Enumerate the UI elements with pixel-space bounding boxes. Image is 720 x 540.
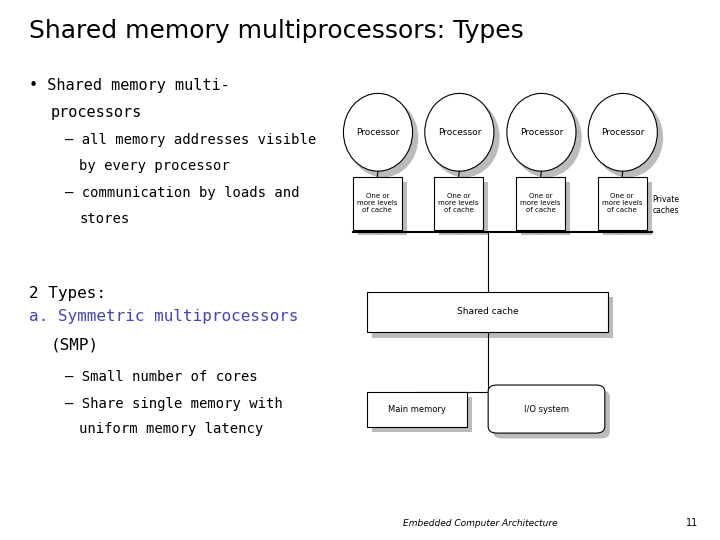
FancyBboxPatch shape bbox=[493, 390, 610, 438]
Text: by every processor: by every processor bbox=[79, 159, 230, 173]
FancyBboxPatch shape bbox=[353, 177, 402, 230]
FancyBboxPatch shape bbox=[516, 177, 565, 230]
Text: – all memory addresses visible: – all memory addresses visible bbox=[65, 133, 316, 147]
Text: Processor: Processor bbox=[356, 128, 400, 137]
Text: One or
more levels
of cache: One or more levels of cache bbox=[357, 193, 397, 213]
FancyBboxPatch shape bbox=[603, 182, 652, 235]
Text: – Small number of cores: – Small number of cores bbox=[65, 370, 258, 384]
FancyBboxPatch shape bbox=[521, 182, 570, 235]
Ellipse shape bbox=[343, 93, 413, 171]
FancyBboxPatch shape bbox=[372, 397, 472, 432]
Ellipse shape bbox=[507, 93, 576, 171]
Text: Private
caches: Private caches bbox=[652, 195, 680, 215]
Text: stores: stores bbox=[79, 212, 130, 226]
Text: processors: processors bbox=[50, 105, 142, 120]
FancyBboxPatch shape bbox=[358, 182, 407, 235]
Text: 2 Types:: 2 Types: bbox=[29, 286, 106, 301]
FancyBboxPatch shape bbox=[598, 177, 647, 230]
Ellipse shape bbox=[430, 99, 499, 177]
Ellipse shape bbox=[588, 93, 657, 171]
FancyBboxPatch shape bbox=[439, 182, 488, 235]
FancyBboxPatch shape bbox=[367, 292, 608, 332]
FancyBboxPatch shape bbox=[367, 392, 467, 427]
Text: Processor: Processor bbox=[601, 128, 644, 137]
Text: One or
more levels
of cache: One or more levels of cache bbox=[438, 193, 479, 213]
Text: – communication by loads and: – communication by loads and bbox=[65, 186, 300, 200]
Text: One or
more levels
of cache: One or more levels of cache bbox=[602, 193, 642, 213]
FancyBboxPatch shape bbox=[488, 385, 605, 433]
Text: (SMP): (SMP) bbox=[50, 338, 99, 353]
Text: Processor: Processor bbox=[438, 128, 481, 137]
Ellipse shape bbox=[425, 93, 494, 171]
Text: Embedded Computer Architecture: Embedded Computer Architecture bbox=[403, 519, 558, 528]
Text: I/O system: I/O system bbox=[524, 404, 569, 414]
Text: – Share single memory with: – Share single memory with bbox=[65, 397, 282, 411]
Text: One or
more levels
of cache: One or more levels of cache bbox=[521, 193, 561, 213]
Ellipse shape bbox=[593, 99, 662, 177]
Ellipse shape bbox=[348, 99, 418, 177]
Text: Shared memory multiprocessors: Types: Shared memory multiprocessors: Types bbox=[29, 19, 523, 43]
Text: Processor: Processor bbox=[520, 128, 563, 137]
Text: a. Symmetric multiprocessors: a. Symmetric multiprocessors bbox=[29, 309, 298, 325]
FancyBboxPatch shape bbox=[434, 177, 483, 230]
Text: 11: 11 bbox=[686, 518, 698, 528]
Ellipse shape bbox=[512, 99, 581, 177]
Text: Shared cache: Shared cache bbox=[457, 307, 518, 316]
Text: • Shared memory multi-: • Shared memory multi- bbox=[29, 78, 230, 93]
Text: Main memory: Main memory bbox=[388, 404, 446, 414]
Text: uniform memory latency: uniform memory latency bbox=[79, 422, 264, 436]
FancyBboxPatch shape bbox=[372, 297, 613, 338]
